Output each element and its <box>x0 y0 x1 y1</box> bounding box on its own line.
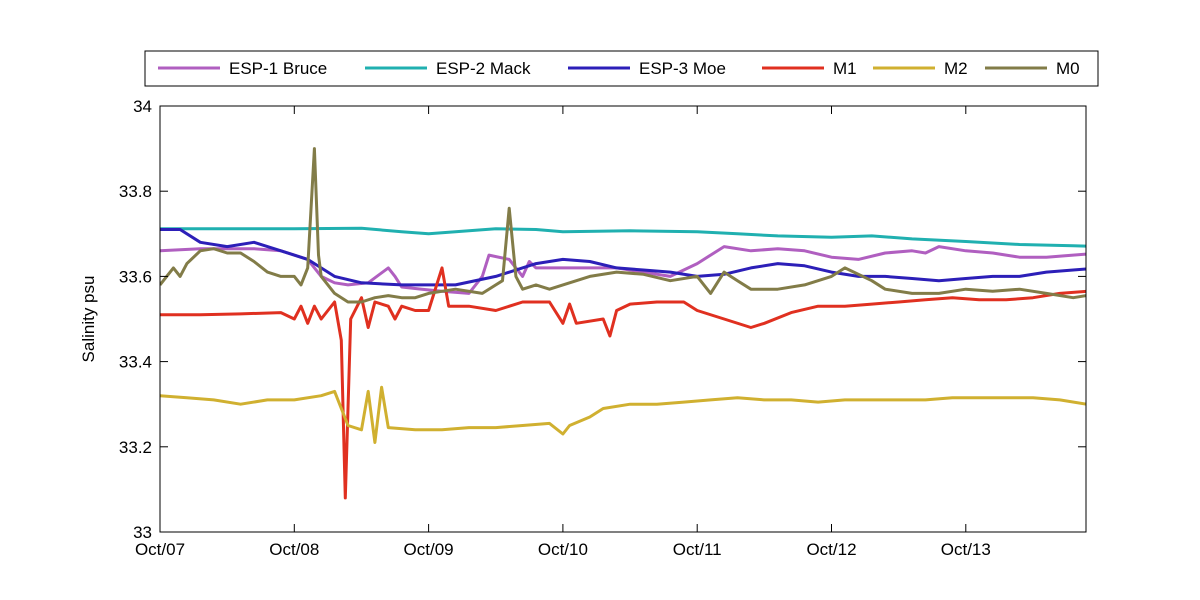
series-layer <box>160 147 1086 500</box>
x-tick-label: Oct/12 <box>806 540 856 559</box>
series-line-m2 <box>160 385 1086 444</box>
y-tick-label: 33.2 <box>119 438 152 457</box>
legend: ESP-1 Bruce ESP-2 Mack ESP-3 Moe M1 M2 M0 <box>144 50 1099 87</box>
y-tick-label: 33 <box>133 523 152 542</box>
ticks-layer: 33 33.2 33.4 33.6 33.8 34 Oct/07 Oct/08 Oct/09 Oc… <box>119 97 1086 559</box>
series-line-m1 <box>160 266 1086 500</box>
series-line-m0 <box>160 147 1086 304</box>
series-line-esp-3-moe <box>160 228 1086 287</box>
legend-label: M2 <box>944 59 968 78</box>
y-axis-label: Salinity psu <box>79 276 98 363</box>
y-tick-label: 34 <box>133 97 152 116</box>
y-tick-label: 33.6 <box>119 267 152 286</box>
x-tick-label: Oct/13 <box>941 540 991 559</box>
legend-label: ESP-2 Mack <box>436 59 531 78</box>
y-tick-label: 33.4 <box>119 353 152 372</box>
x-tick-label: Oct/09 <box>404 540 454 559</box>
plot-frame <box>159 105 1087 533</box>
y-tick-label: 33.8 <box>119 182 152 201</box>
x-tick-label: Oct/08 <box>269 540 319 559</box>
series-line-esp-1-bruce <box>160 245 1086 295</box>
x-tick-label: Oct/10 <box>538 540 588 559</box>
legend-label: M0 <box>1056 59 1080 78</box>
plot-area <box>160 106 1086 532</box>
x-tick-label: Oct/11 <box>673 540 722 559</box>
legend-label: M1 <box>833 59 857 78</box>
x-tick-label: Oct/07 <box>135 540 185 559</box>
legend-label: ESP-3 Moe <box>639 59 726 78</box>
legend-label: ESP-1 Bruce <box>229 59 327 78</box>
series-line-esp-2-mack <box>160 226 1086 248</box>
